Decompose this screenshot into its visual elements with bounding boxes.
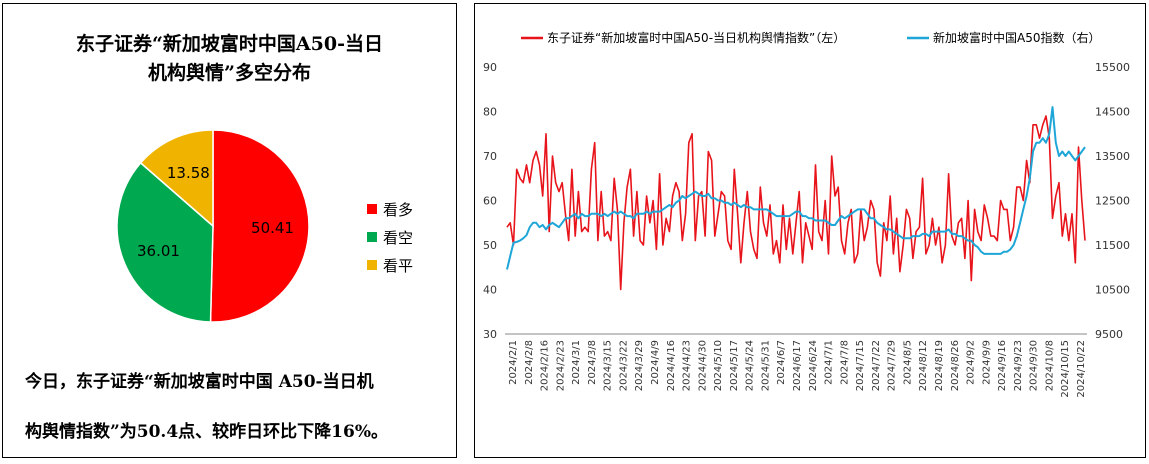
pie-slice-label-1: 36.01 bbox=[137, 242, 180, 260]
x-tick-27: 2024/8/19 bbox=[934, 340, 945, 391]
x-tick-8: 2024/3/29 bbox=[634, 340, 645, 391]
pie-slice-2 bbox=[139, 129, 214, 228]
x-tick-9: 2024/4/9 bbox=[650, 340, 661, 385]
legend-swatch-0 bbox=[367, 204, 377, 214]
x-tick-23: 2024/7/22 bbox=[871, 340, 882, 391]
pie-title-line2: 机构舆情”多空分布 bbox=[148, 62, 311, 84]
legend-label-1: 看空 bbox=[383, 229, 413, 247]
pie-chart-panel: 东子证券“新加坡富时中国A50-当日 机构舆情”多空分布 50.41 36.01 1… bbox=[2, 3, 457, 458]
x-tick-22: 2024/7/15 bbox=[855, 340, 866, 391]
summary-line2: 构舆情指数”为50.4点、较昨日环比下降16%。 bbox=[25, 422, 388, 442]
x-tick-31: 2024/9/16 bbox=[997, 340, 1008, 391]
y-right-tick-2: 11500 bbox=[1095, 239, 1130, 252]
y-right-tick-1: 10500 bbox=[1095, 284, 1130, 297]
y-left-tick-5: 80 bbox=[483, 106, 497, 119]
x-tick-10: 2024/4/16 bbox=[666, 340, 677, 391]
y-right-tick-3: 12500 bbox=[1095, 195, 1130, 208]
x-tick-29: 2024/9/2 bbox=[966, 340, 977, 385]
pie-slice-1 bbox=[116, 161, 214, 323]
x-tick-5: 2024/3/8 bbox=[587, 340, 598, 385]
x-tick-34: 2024/10/8 bbox=[1044, 340, 1055, 391]
x-tick-26: 2024/8/12 bbox=[918, 340, 929, 391]
legend-label-2: 看平 bbox=[383, 257, 413, 275]
y-right-tick-6: 15500 bbox=[1095, 61, 1130, 74]
y-left-tick-0: 30 bbox=[483, 328, 497, 341]
summary-text: 今日，东子证券“新加坡富时中国 A50-当日机 构舆情指数”为50.4点、较昨日… bbox=[25, 357, 445, 457]
legend-label-0: 看多 bbox=[383, 201, 413, 219]
x-tick-19: 2024/6/24 bbox=[808, 340, 819, 391]
x-tick-17: 2024/6/7 bbox=[776, 340, 787, 385]
x-tick-1: 2024/2/8 bbox=[524, 340, 535, 385]
x-tick-30: 2024/9/9 bbox=[981, 340, 992, 385]
legend-swatch-2 bbox=[367, 260, 377, 270]
x-tick-7: 2024/3/22 bbox=[618, 340, 629, 391]
x-tick-0: 2024/2/1 bbox=[508, 340, 519, 385]
y-left-tick-6: 90 bbox=[483, 61, 497, 74]
x-tick-16: 2024/5/31 bbox=[760, 340, 771, 391]
legend-text-1: 新加坡富时中国A50指数（右） bbox=[933, 30, 1100, 45]
x-tick-32: 2024/9/23 bbox=[1013, 340, 1024, 391]
x-tick-12: 2024/4/30 bbox=[697, 340, 708, 391]
x-tick-14: 2024/5/17 bbox=[729, 340, 740, 391]
x-tick-18: 2024/6/17 bbox=[792, 340, 803, 391]
x-tick-35: 2024/10/15 bbox=[1060, 340, 1071, 398]
legend-swatch-1 bbox=[367, 232, 377, 242]
pie-chart-title: 东子证券“新加坡富时中国A50-当日 机构舆情”多空分布 bbox=[3, 30, 456, 88]
line-chart-panel: 30 40 50 60 70 80 90 9500 10500 11500 12500 13500 14… bbox=[474, 3, 1146, 458]
pie-slice-label-2: 13.58 bbox=[167, 164, 210, 182]
x-tick-4: 2024/3/1 bbox=[571, 340, 582, 385]
x-tick-24: 2024/7/29 bbox=[887, 340, 898, 391]
pie-slice-0 bbox=[209, 129, 310, 323]
y-left-tick-3: 60 bbox=[483, 195, 497, 208]
x-tick-3: 2024/2/23 bbox=[555, 340, 566, 391]
summary-line1: 今日，东子证券“新加坡富时中国 A50-当日机 bbox=[25, 372, 374, 392]
y-left-tick-1: 40 bbox=[483, 284, 497, 297]
x-tick-11: 2024/4/23 bbox=[682, 340, 693, 391]
series-line-1 bbox=[506, 106, 1086, 270]
pie-slice-label-0: 50.41 bbox=[251, 219, 294, 237]
x-tick-21: 2024/7/8 bbox=[839, 340, 850, 385]
y-left-tick-2: 50 bbox=[483, 239, 497, 252]
y-right-tick-5: 14500 bbox=[1095, 106, 1130, 119]
x-tick-13: 2024/5/10 bbox=[713, 340, 724, 391]
series-line-0 bbox=[506, 115, 1086, 291]
x-tick-6: 2024/3/15 bbox=[603, 340, 614, 391]
line-chart: 30 40 50 60 70 80 90 9500 10500 11500 12500 13500 14… bbox=[483, 30, 1130, 398]
x-tick-28: 2024/8/26 bbox=[950, 340, 961, 391]
legend-text-0: 东子证券“新加坡富时中国A50-当日机构舆情指数”（左） bbox=[547, 30, 845, 45]
pie-title-line1: 东子证券“新加坡富时中国A50-当日 bbox=[76, 33, 383, 55]
y-left-tick-4: 70 bbox=[483, 150, 497, 163]
x-tick-20: 2024/7/1 bbox=[824, 340, 835, 385]
x-tick-33: 2024/9/30 bbox=[1029, 340, 1040, 391]
x-tick-36: 2024/10/22 bbox=[1076, 340, 1087, 398]
y-right-tick-4: 13500 bbox=[1095, 150, 1130, 163]
x-tick-25: 2024/8/5 bbox=[902, 340, 913, 385]
y-right-tick-0: 9500 bbox=[1095, 328, 1123, 341]
x-tick-2: 2024/2/16 bbox=[540, 340, 551, 391]
x-tick-15: 2024/5/24 bbox=[745, 340, 756, 391]
